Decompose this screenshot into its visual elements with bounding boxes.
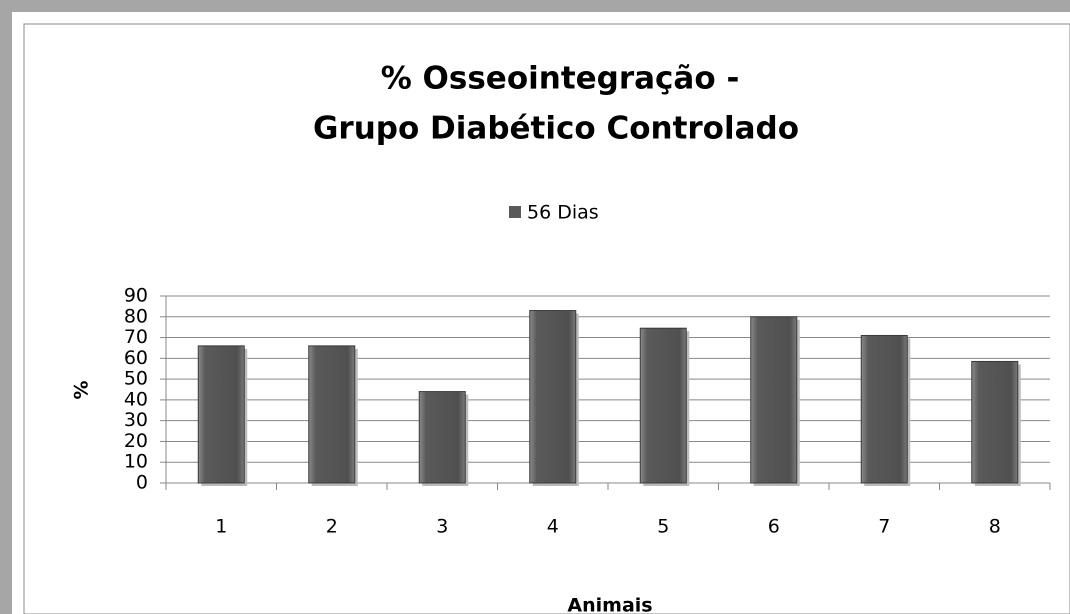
- bar: [639, 327, 687, 484]
- x-tick-label: 7: [878, 516, 890, 538]
- bar: [750, 316, 798, 484]
- chart-title: % Osseointegração -: [381, 61, 740, 97]
- y-axis-label: %: [71, 380, 93, 399]
- x-tick-label: 8: [989, 516, 1001, 538]
- frame-top: [0, 0, 1070, 12]
- y-tick-label: 10: [124, 451, 148, 473]
- x-tick-label: 4: [547, 516, 559, 538]
- y-tick-label: 30: [124, 409, 148, 431]
- bar: [860, 334, 908, 484]
- bar: [418, 391, 466, 484]
- y-tick-label: 20: [124, 430, 148, 452]
- frame-left: [0, 0, 12, 614]
- bar: [971, 360, 1019, 484]
- y-tick-label: 90: [124, 285, 148, 307]
- y-tick-label: 0: [136, 472, 148, 494]
- y-tick-label: 50: [124, 368, 148, 390]
- x-tick-label: 2: [326, 516, 338, 538]
- y-tick-label: 60: [124, 347, 148, 369]
- legend-marker: [509, 206, 521, 218]
- legend-label: 56 Dias: [527, 202, 599, 224]
- x-tick-label: 1: [215, 516, 227, 538]
- x-axis-label: Animais: [567, 595, 652, 614]
- y-tick-label: 80: [124, 305, 148, 327]
- y-tick-label: 40: [124, 388, 148, 410]
- x-tick-label: 3: [436, 516, 448, 538]
- x-tick-label: 5: [657, 516, 669, 538]
- x-tick-label: 6: [768, 516, 780, 538]
- bar: [308, 345, 356, 484]
- chart-title: Grupo Diabético Controlado: [313, 111, 799, 147]
- y-tick-label: 70: [124, 326, 148, 348]
- bar: [529, 310, 577, 484]
- bar: [197, 345, 245, 484]
